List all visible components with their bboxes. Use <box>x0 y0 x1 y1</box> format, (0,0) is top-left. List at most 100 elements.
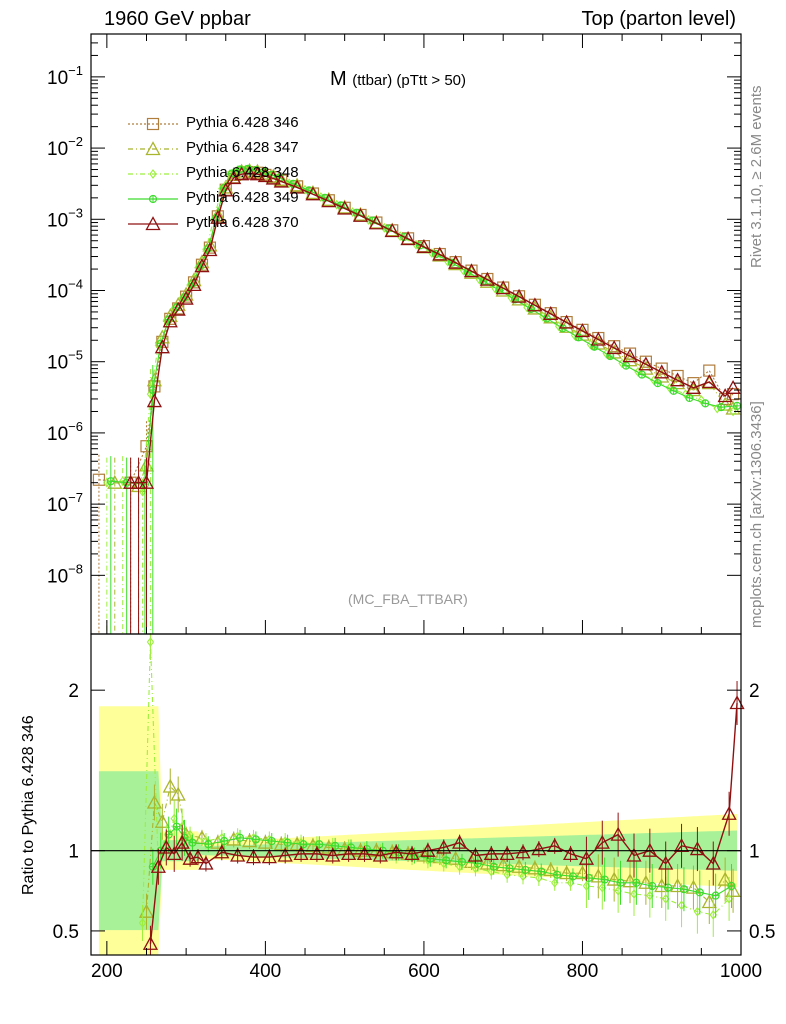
data-point <box>352 207 369 222</box>
ratio-point <box>511 858 527 873</box>
ratio-point <box>695 888 704 897</box>
ratio-y-axis-label: Ratio to Pythia 6.428 346 <box>20 715 37 895</box>
data-point <box>725 379 741 394</box>
ratio-point <box>138 917 147 928</box>
legend <box>128 117 178 231</box>
ratio-point <box>578 850 595 865</box>
x-tick-label: 200 <box>91 961 123 982</box>
data-point <box>368 215 384 230</box>
data-point <box>416 238 432 254</box>
data-point <box>289 179 305 194</box>
ratio-point <box>204 840 213 849</box>
ratio-band-yellow <box>98 706 738 955</box>
ratio-point <box>562 846 579 861</box>
ratio-point <box>162 778 178 793</box>
data-point <box>273 171 289 186</box>
ratio-point <box>442 856 451 865</box>
data-point <box>178 290 194 305</box>
data-point <box>701 399 710 408</box>
y-tick-label: 10−4 <box>47 276 83 302</box>
ratio-point <box>220 836 229 846</box>
data-point <box>574 333 583 342</box>
ratio-point <box>293 846 309 861</box>
legend-entry-label: Pythia 6.428 348 <box>186 164 299 181</box>
ratio-point <box>277 847 293 862</box>
data-point <box>218 179 234 194</box>
data-point <box>249 166 266 181</box>
legend-marker <box>145 216 161 231</box>
ratio-point <box>170 786 186 801</box>
ratio-line <box>152 825 732 897</box>
x-tick-label: 800 <box>567 961 599 982</box>
ratio-y-tick-label: 2 <box>68 681 79 702</box>
y-tick-label: 10−7 <box>47 490 83 516</box>
ratio-point <box>483 846 499 861</box>
ratio-point <box>547 837 563 853</box>
plot-title-main: M <box>330 68 347 90</box>
data-point <box>701 374 717 389</box>
data-point <box>638 356 654 371</box>
data-point <box>130 474 147 489</box>
legend-entry-label: Pythia 6.428 347 <box>186 139 299 156</box>
series-2 <box>107 162 741 634</box>
data-point <box>305 186 321 201</box>
ratio-point <box>725 882 741 897</box>
data-point <box>170 301 186 316</box>
y-tick-label: 10−8 <box>47 561 83 587</box>
ratio-point <box>245 849 262 864</box>
data-point <box>650 375 658 386</box>
ratio-point <box>616 878 625 887</box>
ratio-point <box>146 637 155 647</box>
ratio-y-tick-label-right: 0.5 <box>749 922 775 943</box>
ratio-point <box>721 805 737 820</box>
ratio-point <box>436 839 452 854</box>
data-point <box>685 393 694 403</box>
legend-marker <box>148 194 158 204</box>
ratio-point <box>154 813 170 828</box>
ratio-series-3 <box>148 808 736 918</box>
ratio-point <box>172 822 181 831</box>
ratio-point <box>673 837 690 853</box>
ratio-point <box>729 695 745 710</box>
data-point <box>241 165 258 180</box>
ratio-point <box>632 878 641 887</box>
mcplots-label: mcplots.cern.ch [arXiv:1306.3436] <box>748 401 765 628</box>
ratio-point <box>251 835 260 844</box>
data-point <box>669 372 686 387</box>
ratio-point <box>138 903 155 918</box>
ratio-point <box>537 867 546 876</box>
ratio-point <box>356 846 373 861</box>
ratio-point <box>658 855 674 870</box>
legend-entry-label: Pythia 6.428 349 <box>186 189 299 206</box>
data-point <box>138 474 155 489</box>
ratio-point <box>404 846 420 861</box>
data-point <box>606 340 622 355</box>
ratio-point <box>606 871 622 886</box>
ratio-point <box>315 840 324 849</box>
rivet-label: Rivet 3.1.10, ≥ 2.6M events <box>748 85 765 269</box>
data-point <box>321 193 337 208</box>
ratio-series-1 <box>138 768 741 930</box>
ratio-point <box>479 855 495 870</box>
y-tick-label: 10−5 <box>47 348 83 374</box>
ratio-uncertainty-bands <box>98 706 738 955</box>
data-point <box>543 305 559 320</box>
ratio-point <box>214 844 230 859</box>
data-point <box>654 364 670 379</box>
ratio-panel-series <box>138 634 745 955</box>
y-tick-label: 10−1 <box>47 63 83 89</box>
ratio-point <box>679 885 689 894</box>
ratio-point <box>610 826 626 841</box>
ratio-point <box>531 841 547 856</box>
data-point <box>154 339 170 354</box>
data-point <box>671 369 684 383</box>
data-point <box>685 379 702 394</box>
ratio-point <box>527 860 543 875</box>
y-tick-label: 10−2 <box>47 134 83 160</box>
plot-tag: (MC_FBA_TTBAR) <box>348 591 468 607</box>
data-point <box>432 246 448 261</box>
ratio-point <box>261 849 277 864</box>
data-point <box>621 361 631 370</box>
header-right: Top (parton level) <box>581 8 736 30</box>
